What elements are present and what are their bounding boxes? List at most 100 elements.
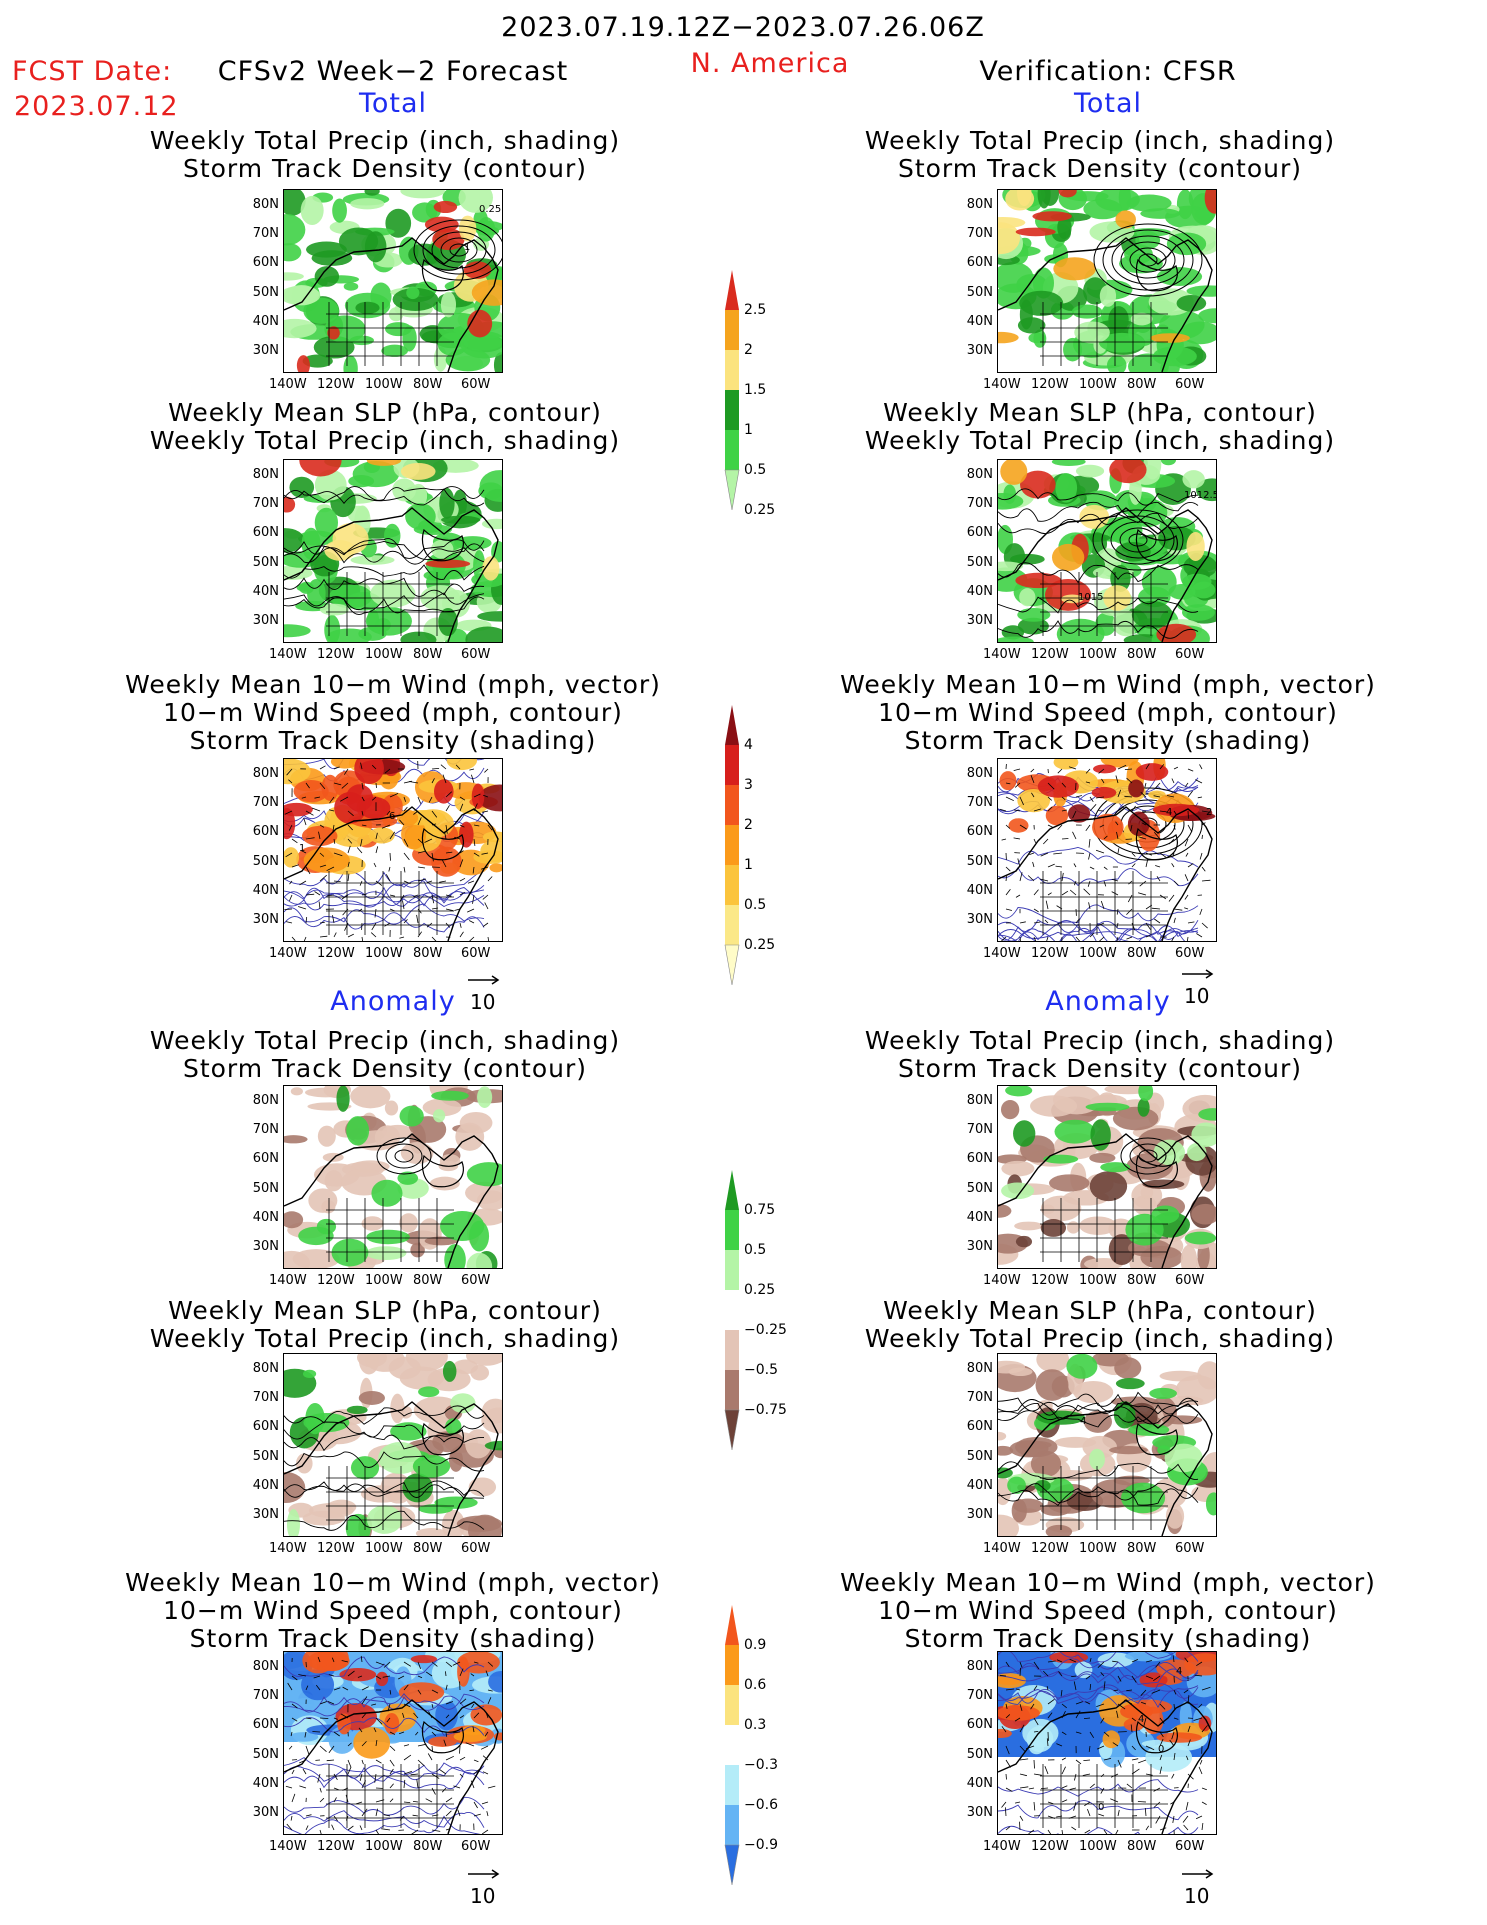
lon-tick-label: 80W <box>1127 377 1157 392</box>
lon-tick-label: 80W <box>413 377 443 392</box>
title-wind-storm: Weekly Mean 10−m Wind (mph, vector) 10−m… <box>840 672 1376 756</box>
colorbar-strip <box>724 1170 740 1451</box>
colorbar-label: 0.5 <box>744 1242 767 1258</box>
title-slp-precip: Weekly Mean SLP (hPa, contour) Weekly To… <box>150 1298 620 1354</box>
title-line: Storm Track Density (shading) <box>189 726 597 755</box>
colorbar-strip <box>724 270 740 511</box>
lon-tick-label: 100W <box>365 647 403 662</box>
colorbar-label: 0.5 <box>744 897 767 913</box>
lon-tick-label: 80W <box>1127 1839 1157 1854</box>
contour-label: 4 <box>1138 1714 1144 1725</box>
contour-label: 4 <box>1080 1416 1086 1427</box>
title-precip-storm: Weekly Total Precip (inch, shading) Stor… <box>865 128 1335 184</box>
map-panel-anom-slp-verification: 4 <box>997 1353 1217 1537</box>
map-panel-anom-slp-forecast <box>283 1353 503 1537</box>
lat-tick-label: 60N <box>966 525 993 541</box>
title-line: Storm Track Density (contour) <box>182 154 588 183</box>
lat-tick-label: 60N <box>966 1419 993 1435</box>
lat-tick-label: 70N <box>252 1390 279 1406</box>
colorbar-label: −0.3 <box>744 1757 778 1773</box>
vector-arrow-icon <box>468 1869 500 1879</box>
colorbar-label: 0.5 <box>744 462 767 478</box>
lon-tick-label: 120W <box>317 377 355 392</box>
lon-tick-label: 60W <box>1175 647 1205 662</box>
lon-tick-label: 60W <box>461 1541 491 1556</box>
lat-tick-label: 40N <box>966 882 993 898</box>
lat-tick-label: 70N <box>966 795 993 811</box>
vector-reference-label: 10 <box>1184 1884 1210 1908</box>
vector-reference-label: 10 <box>470 1884 496 1908</box>
colorbar-label: −0.25 <box>744 1322 787 1338</box>
lat-tick-label: 40N <box>966 583 993 599</box>
lat-tick-label: 80N <box>966 766 993 781</box>
contour-label: 0.25 <box>479 204 501 215</box>
region-label: N. America <box>690 48 850 79</box>
map-canvas: 61 <box>284 759 502 941</box>
fcst-label: FCST Date: <box>12 56 173 87</box>
title-wind-storm: Weekly Mean 10−m Wind (mph, vector) 10−m… <box>840 1570 1376 1654</box>
lon-tick-label: 60W <box>461 946 491 961</box>
lat-tick-label: 70N <box>966 1122 993 1138</box>
lon-tick-label: 60W <box>461 1273 491 1288</box>
lat-tick-label: 30N <box>252 1239 279 1254</box>
vector-arrow-icon <box>1182 1869 1214 1879</box>
map-canvas <box>284 1354 502 1536</box>
lon-tick-label: 80W <box>1127 1541 1157 1556</box>
title-line: Weekly Total Precip (inch, shading) <box>864 1026 1336 1055</box>
lat-tick-label: 70N <box>966 496 993 512</box>
lon-tick-label: 60W <box>461 1839 491 1854</box>
title-line: Weekly Mean SLP (hPa, contour) <box>883 1296 1317 1325</box>
contour-label: 1012.5 <box>1184 490 1216 501</box>
lat-tick-label: 70N <box>252 795 279 811</box>
map-canvas <box>284 1086 502 1268</box>
contour-label: 4 <box>1166 807 1172 818</box>
lat-tick-label: 40N <box>966 1477 993 1493</box>
lat-tick-label: 60N <box>252 1717 279 1733</box>
lat-tick-label: 60N <box>252 1151 279 1167</box>
date-range: 2023.07.19.12Z−2023.07.26.06Z <box>501 12 985 43</box>
lon-tick-label: 80W <box>1127 647 1157 662</box>
colorbar-label: 0.6 <box>744 1677 767 1693</box>
lon-tick-label: 140W <box>983 1839 1021 1854</box>
colorbar-strip <box>724 705 740 986</box>
map-canvas: 4 0 4 0 <box>998 1652 1216 1834</box>
lat-tick-label: 30N <box>252 343 279 358</box>
lat-tick-label: 50N <box>966 1746 993 1762</box>
title-line: Weekly Mean 10−m Wind (mph, vector) <box>840 670 1376 699</box>
colorbar-label: −0.5 <box>744 1362 778 1378</box>
vector-reference: 10 <box>466 966 502 1014</box>
lon-tick-label: 100W <box>1079 946 1117 961</box>
lat-tick-label: 40N <box>966 1775 993 1791</box>
title-line: Storm Track Density (contour) <box>897 154 1303 183</box>
lat-tick-label: 60N <box>966 1717 993 1733</box>
lon-tick-label: 80W <box>413 1541 443 1556</box>
lon-tick-label: 140W <box>983 1541 1021 1556</box>
lon-tick-label: 80W <box>1127 946 1157 961</box>
colorbar-label: 2.5 <box>744 302 767 318</box>
vector-arrow-icon <box>1182 969 1214 979</box>
lon-tick-label: 100W <box>365 1541 403 1556</box>
colorbar-label: 0.25 <box>744 937 776 953</box>
lat-tick-label: 50N <box>252 853 279 869</box>
map-panel-anom-wind-forecast <box>283 1651 503 1835</box>
lat-tick-label: 40N <box>252 1775 279 1791</box>
lon-tick-label: 140W <box>269 1839 307 1854</box>
title-line: Weekly Mean 10−m Wind (mph, vector) <box>840 1568 1376 1597</box>
contour-label: 0 <box>1158 1744 1164 1755</box>
lat-tick-label: 30N <box>966 1507 993 1522</box>
lat-tick-label: 50N <box>966 1448 993 1464</box>
title-line: Weekly Total Precip (inch, shading) <box>149 426 621 455</box>
colorbar-label: −0.6 <box>744 1797 778 1813</box>
lon-tick-label: 140W <box>983 647 1021 662</box>
lat-tick-label: 50N <box>252 1180 279 1196</box>
lat-tick-label: 60N <box>966 1151 993 1167</box>
colorbar-label: −0.75 <box>744 1402 787 1418</box>
lon-tick-label: 120W <box>1031 1273 1069 1288</box>
map-canvas <box>998 1086 1216 1268</box>
colorbar-total-storm-density: 4 3 2 1 0.5 0.25 <box>724 705 775 1029</box>
contour-label: 0 <box>1098 1802 1104 1813</box>
vector-reference: 10 <box>1180 960 1216 1008</box>
title-line: Weekly Total Precip (inch, shading) <box>149 126 621 155</box>
